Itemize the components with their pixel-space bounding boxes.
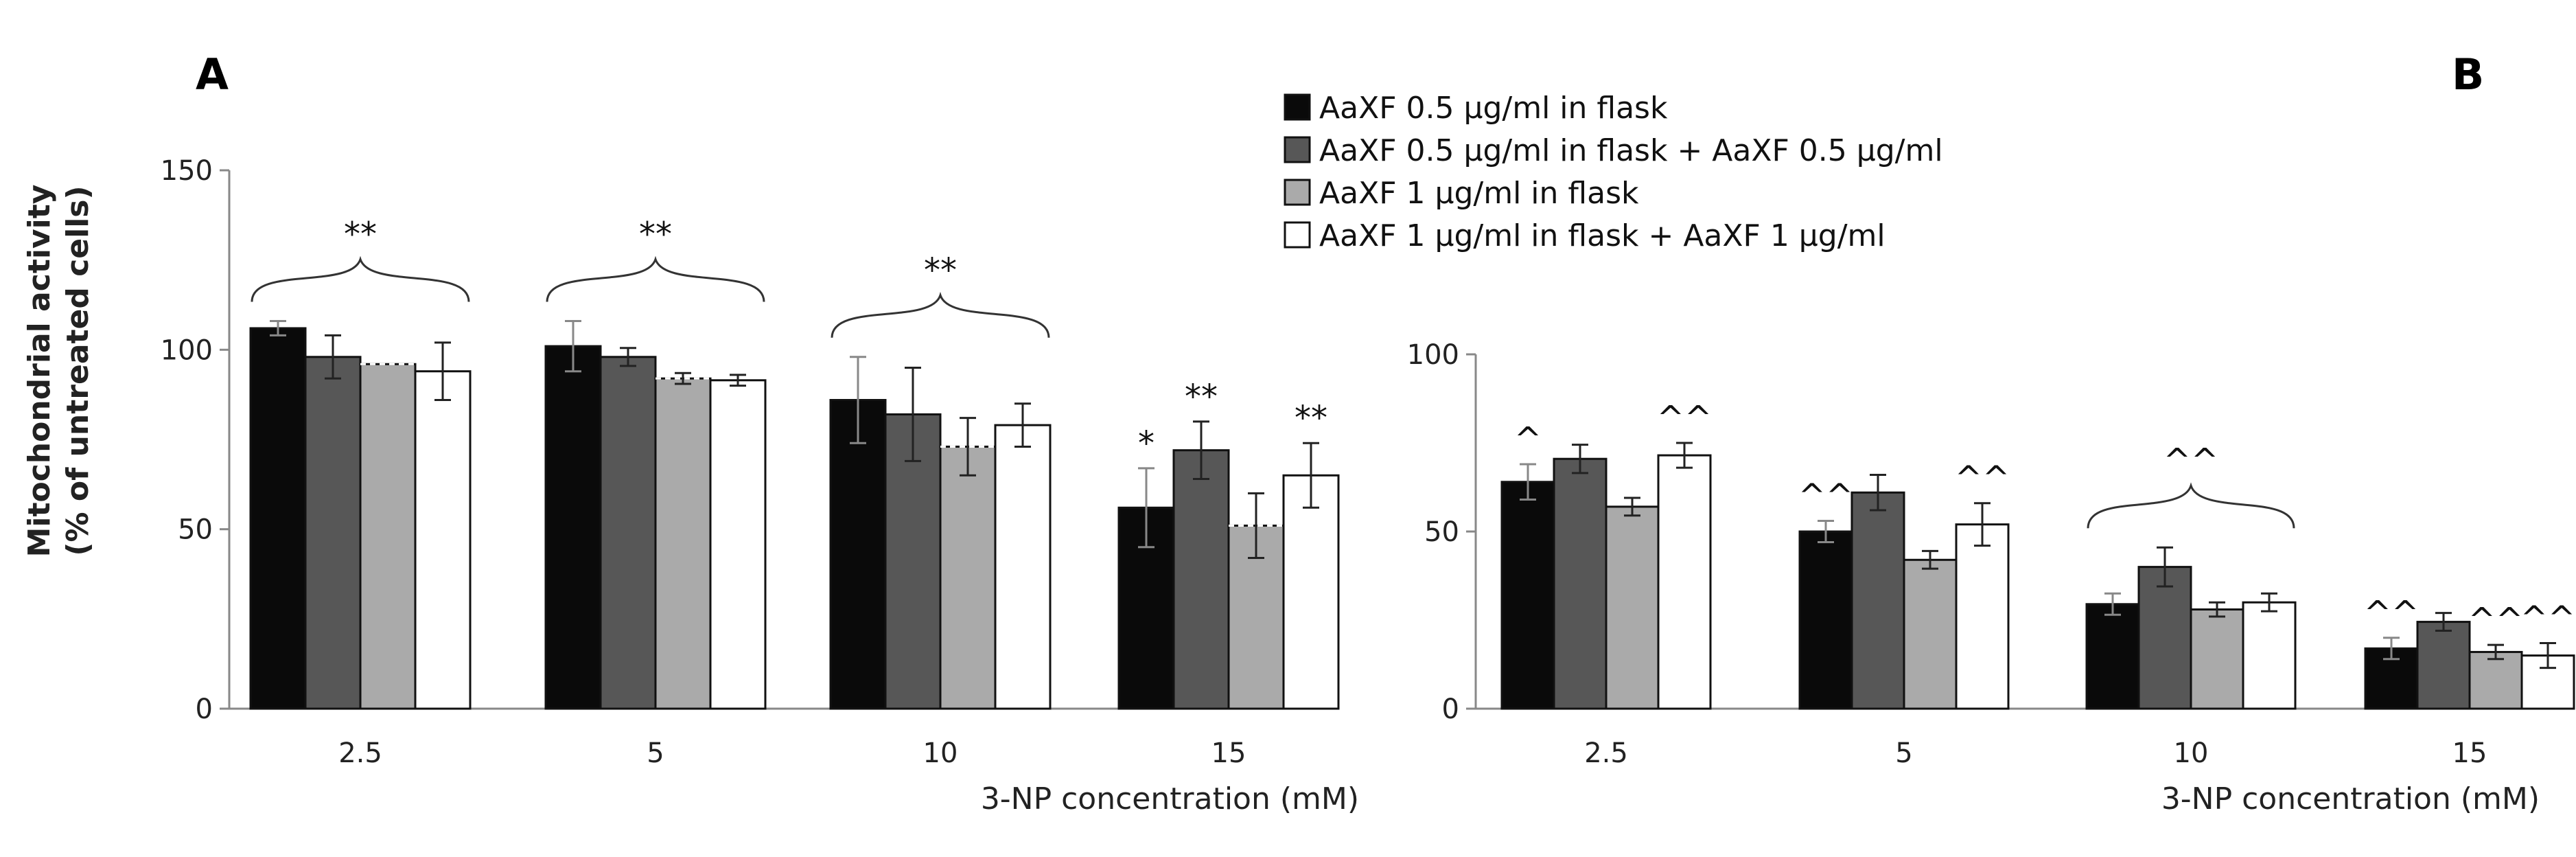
x-axis-label: 3-NP concentration (mM) — [981, 781, 1359, 816]
bar — [2085, 603, 2140, 710]
y-axis-label: Mitochondrial activity — [22, 185, 57, 558]
bar — [544, 345, 602, 710]
x-tick-label: 5 — [647, 738, 664, 769]
bar — [1657, 454, 1712, 710]
significance-marker: ** — [1295, 399, 1327, 437]
y-tick-label: 150 — [161, 155, 213, 187]
bar — [1500, 481, 1555, 710]
legend-label: AaXF 1 µg/ml in flask — [1319, 176, 1639, 211]
bar — [249, 327, 307, 710]
bar — [994, 424, 1052, 710]
bar — [359, 363, 417, 710]
bar — [1282, 474, 1340, 710]
legend-swatch — [1284, 93, 1311, 121]
y-axis-label: (% of untreated cells) — [60, 185, 95, 556]
bar — [2137, 566, 2192, 710]
significance-brace — [831, 291, 1050, 338]
significance-marker: ^ — [1514, 420, 1542, 459]
x-tick-label: 15 — [2452, 738, 2487, 769]
bar — [2416, 621, 2471, 710]
bar — [1850, 491, 1905, 710]
bar — [1955, 523, 2010, 710]
bar — [2242, 601, 2297, 710]
legend-label: AaXF 1 µg/ml in flask + AaXF 1 µg/ml — [1319, 218, 1885, 253]
significance-marker: ^^ — [1955, 459, 2010, 498]
x-tick-label: 2.5 — [338, 738, 382, 769]
significance-marker: ** — [1185, 378, 1218, 416]
x-tick-label: 10 — [2174, 738, 2209, 769]
legend-swatch — [1284, 179, 1311, 206]
significance-brace — [2087, 482, 2295, 529]
significance-marker: ** — [924, 251, 957, 290]
y-tick-label: 50 — [1424, 516, 1459, 548]
x-tick-label: 15 — [1211, 738, 1246, 769]
panel-label-a: A — [196, 49, 229, 100]
legend: AaXF 0.5 µg/ml in flask AaXF 0.5 µg/ml in… — [1284, 91, 1943, 253]
bar — [1798, 530, 1853, 710]
y-tick-label: 50 — [178, 514, 213, 546]
bar — [2190, 608, 2244, 710]
bar — [414, 370, 472, 710]
significance-marker: ^^ — [2520, 599, 2575, 638]
significance-marker: ^^ — [2364, 594, 2419, 632]
significance-marker: ^^ — [2163, 442, 2218, 480]
bar — [939, 445, 997, 710]
significance-marker: ^^ — [1657, 399, 1712, 437]
bar — [654, 377, 712, 710]
bar — [1553, 457, 1608, 710]
significance-marker: ^^ — [2468, 601, 2523, 639]
y-tick-label: 0 — [196, 694, 213, 725]
legend-swatch — [1284, 221, 1311, 249]
bar — [2468, 650, 2523, 710]
y-tick-label: 0 — [1442, 694, 1459, 725]
significance-marker: ^^ — [1798, 477, 1853, 516]
bar — [884, 413, 942, 710]
chart-a: 0 50 100 150 2.5 5 10 15 3-NP concentration (mM)… — [22, 155, 1359, 816]
bar — [709, 379, 767, 710]
x-tick-label: 5 — [1895, 738, 1912, 769]
significance-marker: ** — [344, 216, 377, 254]
panel-label-b: B — [2452, 49, 2484, 100]
bar — [599, 356, 657, 710]
significance-marker: * — [1138, 424, 1154, 463]
significance-marker: ** — [639, 216, 672, 254]
bar — [1605, 505, 1660, 710]
x-tick-label: 10 — [923, 738, 958, 769]
x-axis-label: 3-NP concentration (mM) — [2161, 781, 2540, 816]
bar — [829, 399, 887, 710]
legend-swatch — [1284, 136, 1311, 163]
bar — [1172, 449, 1230, 710]
y-tick-label: 100 — [1407, 339, 1459, 371]
x-tick-label: 2.5 — [1584, 738, 1628, 769]
significance-brace — [251, 255, 470, 302]
y-tick-label: 100 — [161, 334, 213, 366]
bar — [304, 356, 362, 710]
legend-label: AaXF 0.5 µg/ml in flask — [1319, 91, 1668, 126]
legend-label: AaXF 0.5 µg/ml in flask + AaXF 0.5 µg/ml — [1319, 133, 1943, 168]
bar — [1903, 558, 1958, 710]
significance-brace — [546, 255, 765, 302]
